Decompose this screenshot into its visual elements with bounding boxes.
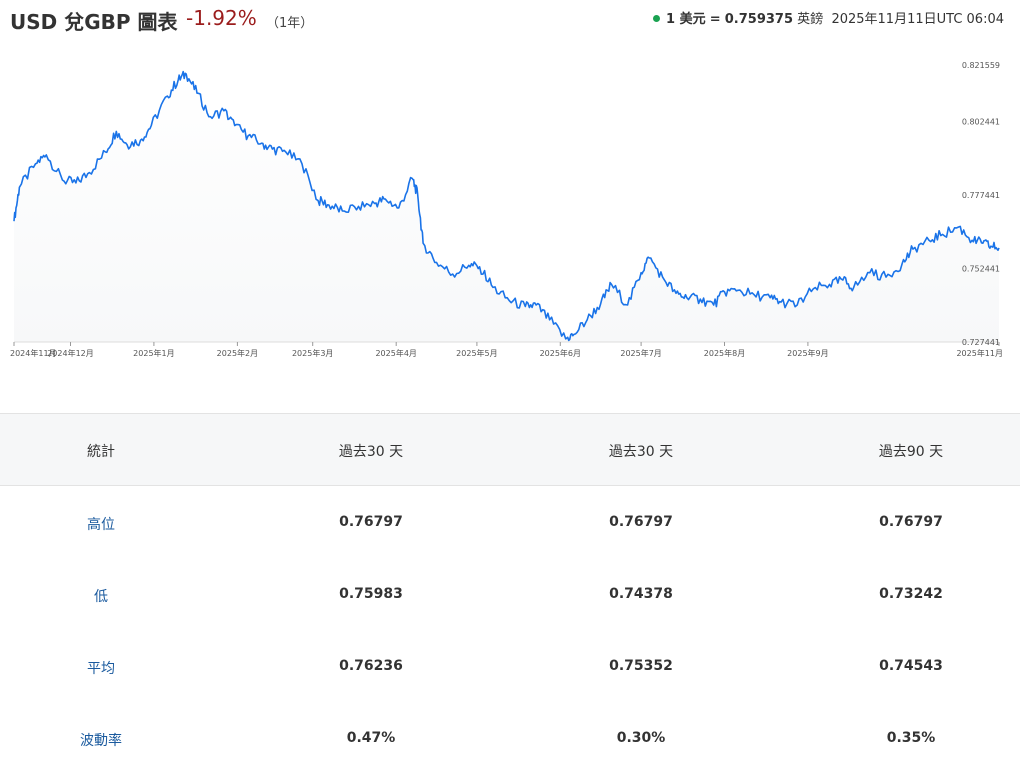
stats-header-col3: 過去90 天	[878, 444, 944, 460]
stats-value: 0.76236	[339, 658, 403, 674]
x-tick-label: 2025年4月	[375, 348, 416, 358]
stats-row-label[interactable]: 低	[94, 589, 108, 605]
stats-value: 0.74378	[609, 586, 673, 602]
x-tick-label: 2025年6月	[540, 348, 581, 358]
rate-value: 0.759375	[724, 12, 794, 27]
stats-value: 0.47%	[346, 730, 396, 746]
stats-row-label[interactable]: 平均	[87, 661, 115, 677]
stats-row-average: 平均 0.76236 0.75352 0.74543	[0, 630, 1020, 702]
x-tick-label: 2025年9月	[787, 348, 828, 358]
x-tick-label: 2025年3月	[292, 348, 333, 358]
stats-value: 0.74543	[879, 658, 943, 674]
stats-header-col1: 過去30 天	[338, 444, 404, 460]
section-divider	[0, 413, 1020, 414]
chart-title: USD 兌GBP 圖表	[10, 10, 178, 34]
stats-value: 0.30%	[616, 730, 666, 746]
x-tick-label: 2025年1月	[133, 348, 174, 358]
stats-header-label: 統計	[87, 444, 115, 460]
price-chart[interactable]: 0.821559 0.802441 0.777441 0.752441 0.727441…	[0, 40, 1020, 370]
rate-timestamp: 2025年11月11日UTC 06:04	[831, 12, 1004, 27]
stats-row-label[interactable]: 高位	[87, 517, 115, 533]
change-percent: -1.92%	[186, 6, 257, 30]
price-area-fill	[14, 71, 999, 342]
live-status-dot	[653, 15, 660, 22]
stats-value: 0.75352	[609, 658, 673, 674]
price-series-line	[13, 70, 1000, 342]
stats-value: 0.35%	[886, 730, 936, 746]
y-tick-label: 0.777441	[962, 191, 1000, 200]
y-tick-label: 0.727441	[962, 338, 1000, 347]
stats-value: 0.76797	[879, 514, 943, 530]
y-tick-label: 0.821559	[962, 61, 1000, 70]
stats-row-volatility: 波動率 0.47% 0.30% 0.35%	[0, 702, 1020, 774]
stats-header-col2: 過去30 天	[608, 444, 674, 460]
stats-value: 0.73242	[879, 586, 943, 602]
chart-header: USD 兌GBP 圖表 -1.92% （1年） 1 美元 = 0.759375 …	[0, 0, 1020, 40]
current-rate: 1 美元 = 0.759375 英鎊 2025年11月11日UTC 06:04	[653, 8, 1004, 27]
stats-row-low: 低 0.75983 0.74378 0.73242	[0, 558, 1020, 630]
x-tick-label: 2025年2月	[217, 348, 258, 358]
stats-value: 0.76797	[339, 514, 403, 530]
x-tick-label: 2025年8月	[704, 348, 745, 358]
stats-header-row: 統計 過去30 天 過去30 天 過去90 天	[0, 414, 1020, 486]
x-tick-label: 2024年12月	[47, 348, 94, 358]
y-tick-label: 0.752441	[962, 264, 1000, 273]
stats-row-high: 高位 0.76797 0.76797 0.76797	[0, 486, 1020, 558]
rate-prefix: 1 美元	[666, 12, 706, 27]
rate-suffix: 英鎊	[797, 12, 824, 27]
rate-eq: =	[709, 12, 721, 27]
stats-row-label[interactable]: 波動率	[80, 733, 122, 749]
y-tick-label: 0.802441	[962, 117, 1000, 126]
x-tick-label: 2025年11月	[956, 348, 1003, 358]
x-tick-label: 2025年7月	[620, 348, 661, 358]
period-label: （1年）	[266, 16, 314, 31]
x-tick-label: 2025年5月	[456, 348, 497, 358]
stats-value: 0.76797	[609, 514, 673, 530]
x-tick-label: 2024年11月	[10, 348, 57, 358]
stats-value: 0.75983	[339, 586, 403, 602]
